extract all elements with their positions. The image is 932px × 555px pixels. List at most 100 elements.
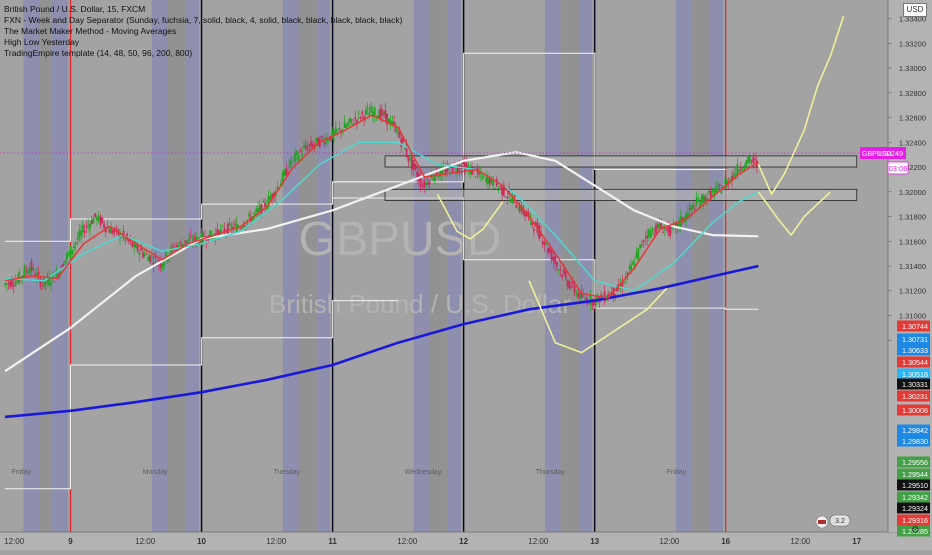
- price-axis-labels: 1.33400 1.33200 1.33000 1.32800 1.32600 1.324…: [888, 15, 926, 345]
- time-tick-label: 12:00: [659, 537, 680, 546]
- price-badge-box: [897, 333, 930, 345]
- candle-body: [628, 266, 631, 270]
- candle-body: [9, 281, 12, 288]
- time-axis[interactable]: [0, 532, 932, 550]
- day-labels: Friday Monday Tuesday Wednesday Thursday Frid…: [12, 469, 687, 476]
- candle-body: [541, 240, 544, 245]
- legend-indicator-separator[interactable]: FXN - Week and Day Separator (Sunday, fu…: [4, 15, 403, 25]
- candle-body: [621, 282, 624, 287]
- candle-body: [734, 173, 737, 175]
- candle-body: [276, 186, 279, 189]
- time-tick-label: 16: [721, 537, 730, 546]
- candle-body: [410, 156, 413, 170]
- time-tick-label: 10: [197, 537, 206, 546]
- price-tick-label: 1.32400: [899, 138, 926, 147]
- candle-body: [356, 119, 358, 123]
- chart-legend: British Pound / U.S. Dollar, 15, FXCM FX…: [4, 4, 402, 59]
- candle-body: [34, 274, 36, 277]
- price-tick-label: 1.31000: [899, 311, 926, 320]
- candle-body: [53, 281, 56, 283]
- legend-indicator-ma[interactable]: The Market Maker Method - Moving Average…: [4, 26, 177, 36]
- candle-body: [456, 164, 459, 172]
- gear-icon[interactable]: ⚙: [911, 525, 920, 536]
- forecast-path: [757, 15, 845, 195]
- candle-body: [159, 261, 162, 268]
- candle-body: [750, 160, 753, 161]
- candle-body: [377, 115, 380, 119]
- candle-body: [179, 242, 182, 243]
- ma-line-ma-48: [4, 141, 759, 292]
- candle-body: [373, 107, 376, 116]
- candle-body: [582, 294, 585, 296]
- candle-body: [269, 196, 272, 200]
- candle-body: [152, 262, 155, 266]
- candle-body: [295, 150, 298, 156]
- candle-body: [720, 190, 723, 194]
- candle-body: [589, 295, 592, 304]
- currency-button[interactable]: USD: [903, 3, 927, 17]
- candle-body: [674, 221, 677, 228]
- candle-body: [354, 117, 357, 119]
- legend-indicator-template[interactable]: TradingEmpire template (14, 48, 50, 96, …: [4, 48, 193, 58]
- night-band: [167, 0, 186, 532]
- candle-body: [718, 184, 721, 187]
- candle-body: [474, 176, 477, 178]
- candle-body: [729, 179, 732, 182]
- candle-body: [752, 157, 755, 164]
- candle-body: [409, 158, 411, 161]
- candle-body: [393, 122, 396, 125]
- candle-body: [262, 200, 265, 203]
- candle-body: [534, 221, 537, 225]
- scroll-to-latest-icon[interactable]: 3.2: [815, 514, 851, 529]
- candle-body: [338, 127, 341, 130]
- price-badge-box: [897, 479, 930, 491]
- day-label: Wednesday: [405, 469, 442, 476]
- candle-body: [140, 247, 143, 251]
- candle-body: [699, 202, 702, 207]
- price-tick-label: 1.32800: [899, 89, 926, 98]
- price-badge-box: [897, 468, 930, 480]
- candle-body: [556, 262, 558, 267]
- candle-body: [223, 228, 226, 232]
- price-badge-value: 1.29316: [902, 516, 928, 525]
- candle-body: [170, 246, 173, 255]
- candle-body: [579, 292, 581, 299]
- candle-body: [547, 247, 549, 253]
- price-badge-value: 1.29510: [902, 481, 928, 490]
- legend-title[interactable]: British Pound / U.S. Dollar, 15, FXCM: [4, 4, 146, 14]
- candle-body: [548, 247, 551, 253]
- candle-body: [281, 172, 284, 184]
- candle-body: [186, 240, 189, 243]
- candle-body: [352, 122, 355, 126]
- watermark-description: British Pound / U.S. Dollar: [269, 289, 571, 319]
- candle-body: [4, 283, 6, 285]
- candle-body: [46, 277, 49, 283]
- moving-averages: [4, 114, 759, 419]
- night-band: [298, 0, 317, 532]
- candle-body: [334, 127, 337, 135]
- candle-body: [28, 267, 31, 273]
- yesterday-low-line: [332, 197, 759, 310]
- session-band: [316, 0, 330, 532]
- price-badge-value: 1.30331: [902, 380, 928, 389]
- candle-body: [112, 229, 114, 234]
- legend-indicator-highlow[interactable]: High Low Yesterday: [4, 37, 80, 47]
- candle-body: [531, 221, 534, 225]
- candle-body: [366, 108, 369, 110]
- candle-body: [649, 231, 652, 238]
- candle-body: [228, 222, 231, 225]
- candle-body: [80, 230, 82, 236]
- candle-body: [400, 138, 403, 147]
- candle-body: [478, 172, 480, 175]
- candle-body: [14, 281, 17, 286]
- candle-body: [554, 256, 557, 264]
- candle-body: [731, 175, 733, 181]
- candle-body: [580, 291, 583, 299]
- candle-body: [485, 177, 488, 183]
- candle-body: [697, 199, 700, 202]
- candle-body: [515, 205, 518, 208]
- candle-body: [693, 208, 696, 210]
- candle-body: [315, 138, 318, 142]
- candle-body: [27, 270, 29, 274]
